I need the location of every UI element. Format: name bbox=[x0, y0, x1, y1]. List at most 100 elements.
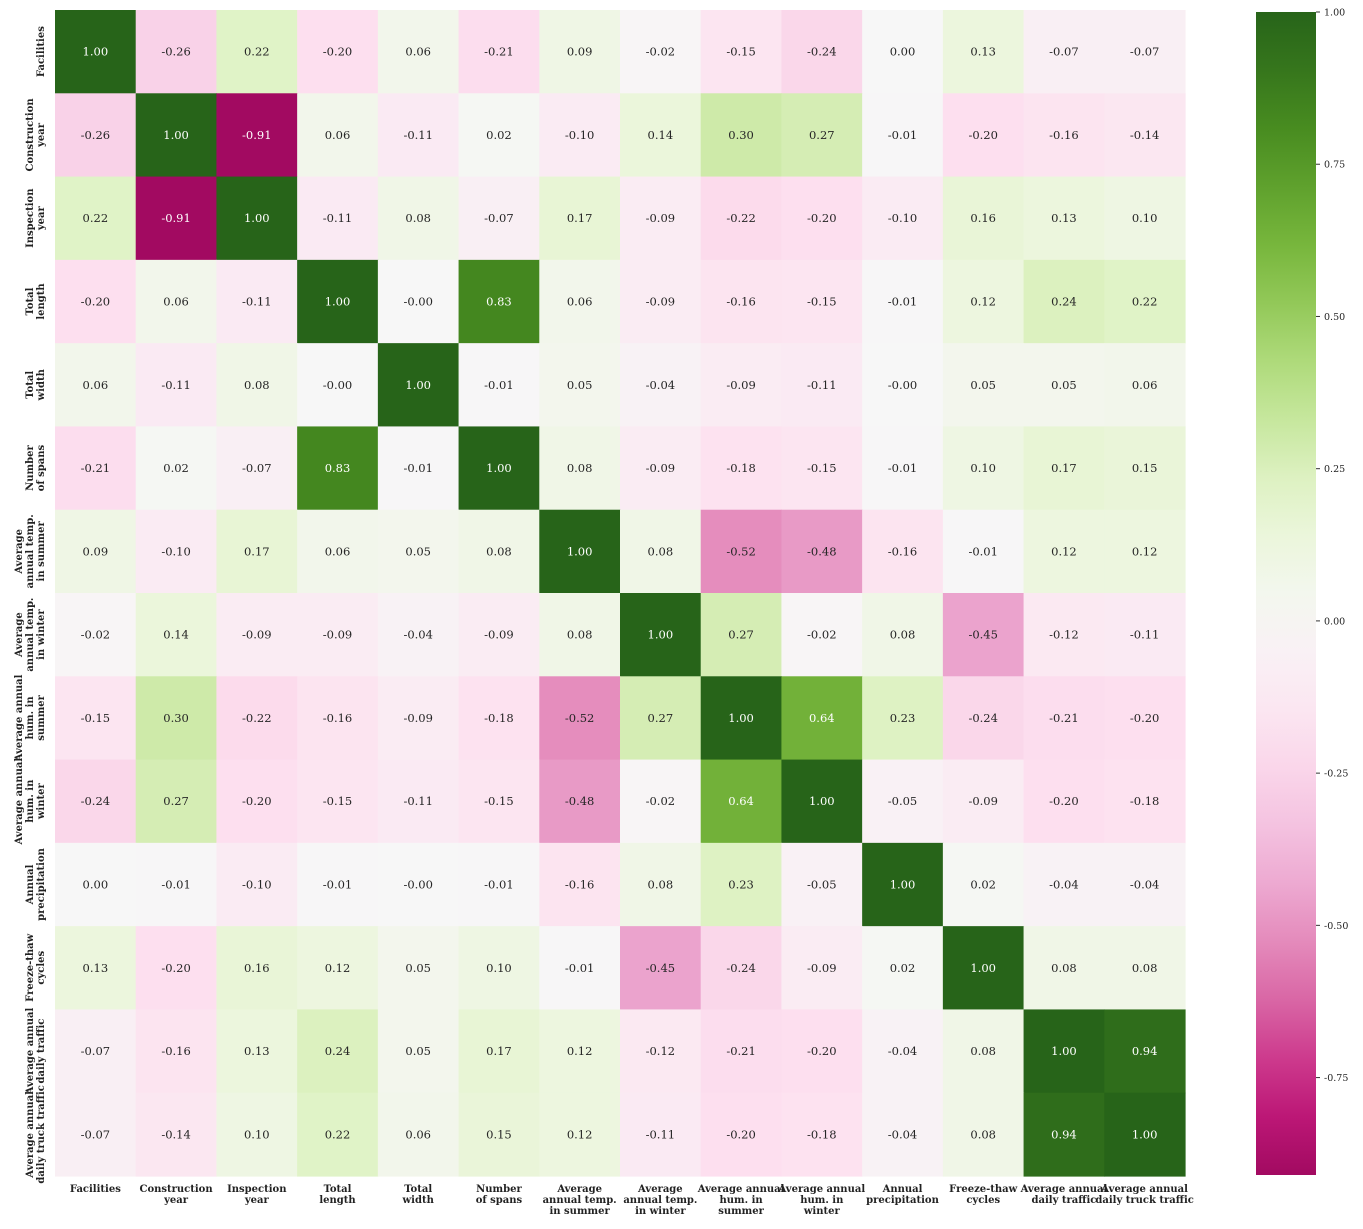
x-tick-label: Average annual hum. in summer bbox=[697, 1184, 785, 1217]
cell-value-label: 1.00 bbox=[325, 295, 351, 309]
cell-value-label: 1.00 bbox=[648, 628, 674, 642]
heatmap-cell bbox=[377, 426, 460, 511]
cell-value-label: -0.16 bbox=[323, 711, 353, 725]
heatmap-cell bbox=[297, 842, 379, 927]
cell-value-label: 1.00 bbox=[1132, 1127, 1158, 1141]
cell-value-label: 0.02 bbox=[890, 961, 916, 975]
heatmap-cell bbox=[781, 759, 863, 844]
cell-value-label: -0.15 bbox=[726, 45, 756, 59]
y-axis-tick-labels: Facilities Constructionyear Inspectionyear… bbox=[14, 26, 47, 1184]
heatmap-cell bbox=[620, 93, 702, 178]
cell-value-label: -0.14 bbox=[1130, 128, 1160, 142]
heatmap-cell bbox=[135, 259, 218, 344]
heatmap-cell bbox=[1023, 676, 1105, 761]
cell-value-label: 0.08 bbox=[648, 544, 674, 558]
heatmap-cell bbox=[700, 842, 783, 927]
heatmap-cell bbox=[377, 343, 460, 428]
cell-value-label: 0.12 bbox=[970, 295, 996, 309]
heatmap-cell bbox=[539, 676, 621, 761]
cell-value-label: -0.10 bbox=[888, 211, 918, 225]
heatmap-cell bbox=[862, 93, 944, 178]
heatmap-cell bbox=[55, 343, 137, 428]
heatmap-cell bbox=[942, 1092, 1025, 1177]
cell-value-label: 0.02 bbox=[486, 128, 512, 142]
cell-value-label: -0.11 bbox=[242, 295, 272, 309]
cell-value-label: -0.10 bbox=[161, 544, 191, 558]
cell-value-label: -0.07 bbox=[81, 1044, 111, 1058]
cell-value-label: 0.13 bbox=[83, 961, 109, 975]
heatmap-cell bbox=[620, 426, 702, 511]
y-tick-label: Numberof spans bbox=[25, 444, 47, 491]
cell-value-label: -0.15 bbox=[81, 711, 111, 725]
heatmap-cell bbox=[1104, 93, 1186, 178]
cell-value-label: -0.01 bbox=[968, 544, 998, 558]
cell-value-label: -0.91 bbox=[242, 128, 272, 142]
cell-value-label: -0.00 bbox=[403, 295, 433, 309]
heatmap-cell bbox=[539, 759, 621, 844]
cell-value-label: -0.04 bbox=[403, 628, 433, 642]
heatmap-cell bbox=[458, 176, 540, 261]
y-tick-label: Averageannual temp.in summer bbox=[14, 514, 47, 588]
cell-value-label: -0.09 bbox=[403, 711, 433, 725]
heatmap-cell bbox=[1104, 10, 1186, 94]
cell-value-label: 0.30 bbox=[728, 128, 754, 142]
x-tick-label: Number of spans bbox=[476, 1184, 523, 1206]
heatmap-cell bbox=[55, 426, 137, 511]
cell-value-label: -0.11 bbox=[323, 211, 353, 225]
heatmap-cell bbox=[862, 1092, 944, 1177]
cell-value-label: -0.11 bbox=[807, 378, 837, 392]
heatmap-cell bbox=[1104, 593, 1186, 677]
cell-value-label: 0.08 bbox=[567, 628, 593, 642]
heatmap-cell bbox=[458, 93, 540, 178]
heatmap-cell bbox=[458, 259, 540, 344]
heatmap-cell bbox=[620, 842, 702, 927]
heatmap-cell bbox=[377, 676, 460, 761]
heatmap-cell bbox=[216, 593, 298, 677]
x-tick-label: Inspection year bbox=[227, 1184, 287, 1206]
cell-value-label: -0.91 bbox=[161, 211, 191, 225]
heatmap-cell bbox=[55, 759, 137, 844]
heatmap-cell bbox=[1104, 926, 1186, 1011]
heatmap-cell bbox=[700, 1092, 783, 1177]
heatmap-cell bbox=[862, 426, 944, 511]
cell-value-label: 0.13 bbox=[244, 1044, 270, 1058]
heatmap-cell bbox=[135, 759, 218, 844]
cell-value-label: -0.20 bbox=[81, 295, 111, 309]
cell-value-label: -0.52 bbox=[565, 711, 595, 725]
cell-value-label: 0.06 bbox=[1132, 378, 1158, 392]
cell-value-label: 0.14 bbox=[163, 628, 189, 642]
cell-value-label: -0.01 bbox=[888, 295, 918, 309]
heatmap-cell bbox=[1104, 343, 1186, 428]
heatmap-cell bbox=[700, 593, 783, 677]
cell-value-label: -0.20 bbox=[807, 211, 837, 225]
heatmap-cell bbox=[1104, 259, 1186, 344]
heatmap-cell bbox=[1104, 842, 1186, 927]
cell-value-label: -0.14 bbox=[161, 1127, 191, 1141]
heatmap-cell bbox=[1023, 176, 1105, 261]
cell-value-label: -0.15 bbox=[807, 461, 837, 475]
cell-value-label: -0.01 bbox=[565, 961, 595, 975]
cell-value-label: -0.21 bbox=[484, 45, 514, 59]
heatmap-cell bbox=[1023, 1009, 1105, 1094]
cell-value-label: 0.06 bbox=[325, 128, 351, 142]
cell-value-label: 0.64 bbox=[728, 794, 754, 808]
cell-value-label: 1.00 bbox=[244, 211, 270, 225]
cell-value-label: -0.20 bbox=[161, 961, 191, 975]
heatmap-cell bbox=[458, 10, 540, 94]
heatmap-cell bbox=[539, 176, 621, 261]
heatmap-cell bbox=[620, 759, 702, 844]
cell-value-label: -0.07 bbox=[484, 211, 514, 225]
heatmap-cell bbox=[55, 93, 137, 178]
cell-value-label: -0.12 bbox=[1049, 628, 1079, 642]
heatmap-cell bbox=[539, 259, 621, 344]
cell-value-label: 0.27 bbox=[163, 794, 189, 808]
heatmap-cell bbox=[781, 842, 863, 927]
heatmap-value-labels: 1.00 -0.26 0.22 -0.20 0.06 -0.21 0.09 -0.02 -0.1… bbox=[81, 45, 1160, 1142]
cell-value-label: 0.64 bbox=[809, 711, 835, 725]
cell-value-label: -0.09 bbox=[484, 628, 514, 642]
cell-value-label: 0.06 bbox=[83, 378, 109, 392]
heatmap-cell bbox=[620, 343, 702, 428]
y-tick-label: Average annualdaily traffic bbox=[25, 1008, 47, 1096]
cell-value-label: -0.09 bbox=[242, 628, 272, 642]
heatmap-cell bbox=[135, 926, 218, 1011]
